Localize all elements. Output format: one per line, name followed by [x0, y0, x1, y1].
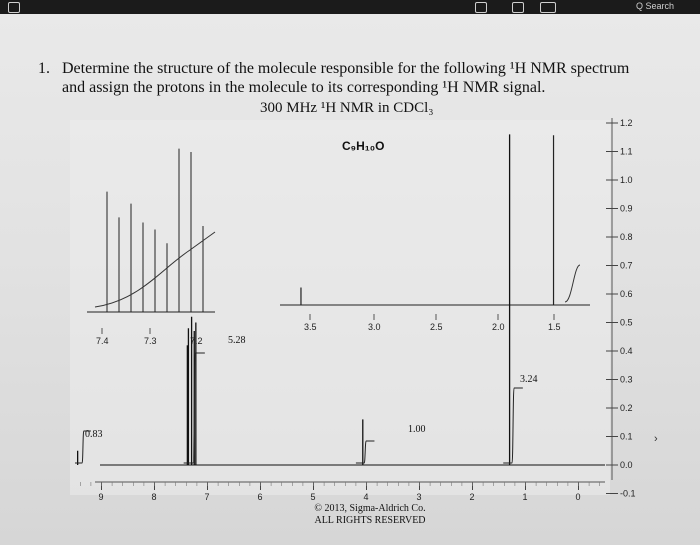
y-axis: -0.1 0.0 0.1 0.2 0.3 0.4 0.5 0.6 0.7 0.8 0.9 1.0 1.1… — [606, 118, 636, 499]
y-tick-label-13: 1.2 — [620, 118, 633, 128]
y-tick-label-8: 0.7 — [620, 261, 633, 271]
integration-labels: 0.83 5.28 1.00 3.24 — [85, 335, 538, 440]
inset-left-tick-0: 7.4 — [96, 336, 109, 346]
x-tick-label-3: 6 — [258, 492, 263, 502]
integration-label-3: 3.24 — [520, 374, 538, 385]
y-tick-label-11: 1.0 — [620, 175, 633, 185]
x-tick-label-7: 2 — [470, 492, 475, 502]
inset-right-integral — [564, 264, 581, 303]
main-spectrum — [75, 134, 605, 466]
y-tick-label-9: 0.8 — [620, 232, 633, 242]
inset-right-tick-1: 3.0 — [368, 322, 381, 332]
x-tick-label-2: 7 — [205, 492, 210, 502]
integration-label-2: 1.00 — [408, 424, 426, 435]
integral-curve-2 — [355, 440, 375, 464]
x-axis: 9 8 7 6 5 4 3 2 1 0 — [80, 481, 605, 502]
search-label[interactable]: Q Search — [636, 1, 675, 11]
x-tick-label-4: 5 — [311, 492, 316, 502]
x-tick-label-5: 4 — [364, 492, 369, 502]
y-tick-label-5: 0.4 — [620, 346, 633, 356]
integration-label-0: 0.83 — [85, 429, 103, 440]
y-tick-label-7: 0.6 — [620, 289, 633, 299]
integral-curve-0 — [75, 430, 91, 464]
share-icon[interactable] — [475, 2, 487, 13]
x-tick-label-6: 3 — [417, 492, 422, 502]
x-tick-label-8: 1 — [523, 492, 528, 502]
integral-curve-1 — [183, 352, 205, 464]
integral-curve-3 — [503, 387, 523, 464]
inset-right-tick-3: 2.0 — [492, 322, 505, 332]
keyboard-icon[interactable] — [540, 2, 556, 13]
inset-right-tick-2: 2.5 — [430, 322, 443, 332]
x-tick-label-0: 9 — [99, 492, 104, 502]
x-tick-label-9: 0 — [576, 492, 581, 502]
y-tick-label-1: 0.0 — [620, 460, 633, 470]
y-tick-label-6: 0.5 — [620, 318, 633, 328]
y-tick-label-0: -0.1 — [620, 489, 636, 499]
formula-label: C₉H₁₀O — [342, 139, 384, 153]
y-tick-label-10: 0.9 — [620, 204, 633, 214]
inset-aromatic-region: 7.47.37.2 — [87, 148, 216, 346]
inset-left-integral — [94, 231, 216, 308]
copyright-line1: © 2013, Sigma-Aldrich Co. — [314, 503, 426, 514]
copyright-notice: © 2013, Sigma-Aldrich Co. ALL RIGHTS RES… — [0, 503, 700, 527]
inset-right-tick-4: 1.5 — [548, 322, 561, 332]
inset-aliphatic-region: 3.5 3.0 2.5 2.0 1.5 — [280, 135, 590, 332]
plot-area — [70, 120, 610, 495]
camera-icon[interactable] — [8, 2, 20, 13]
question-text-line1: Determine the structure of the molecule … — [62, 60, 630, 77]
integration-label-1: 5.28 — [228, 335, 246, 346]
inset-right-tick-0: 3.5 — [304, 322, 317, 332]
chevron-right-icon[interactable]: › — [654, 433, 658, 445]
spectrum-title: 300 MHz ¹H NMR in CDCl₃ — [260, 100, 434, 116]
y-tick-label-2: 0.1 — [620, 432, 633, 442]
device-status-bar: Q Search — [0, 0, 700, 14]
inset-left-tick-1: 7.3 — [144, 336, 157, 346]
y-tick-label-3: 0.2 — [620, 403, 633, 413]
copyright-line2: ALL RIGHTS RESERVED — [314, 515, 426, 526]
x-tick-label-1: 8 — [152, 492, 157, 502]
y-tick-label-4: 0.3 — [620, 375, 633, 385]
tab-icon[interactable] — [512, 2, 524, 13]
y-tick-label-12: 1.1 — [620, 147, 633, 157]
question-text-line2: and assign the protons in the molecule t… — [62, 79, 546, 96]
question-number: 1. — [38, 60, 50, 77]
